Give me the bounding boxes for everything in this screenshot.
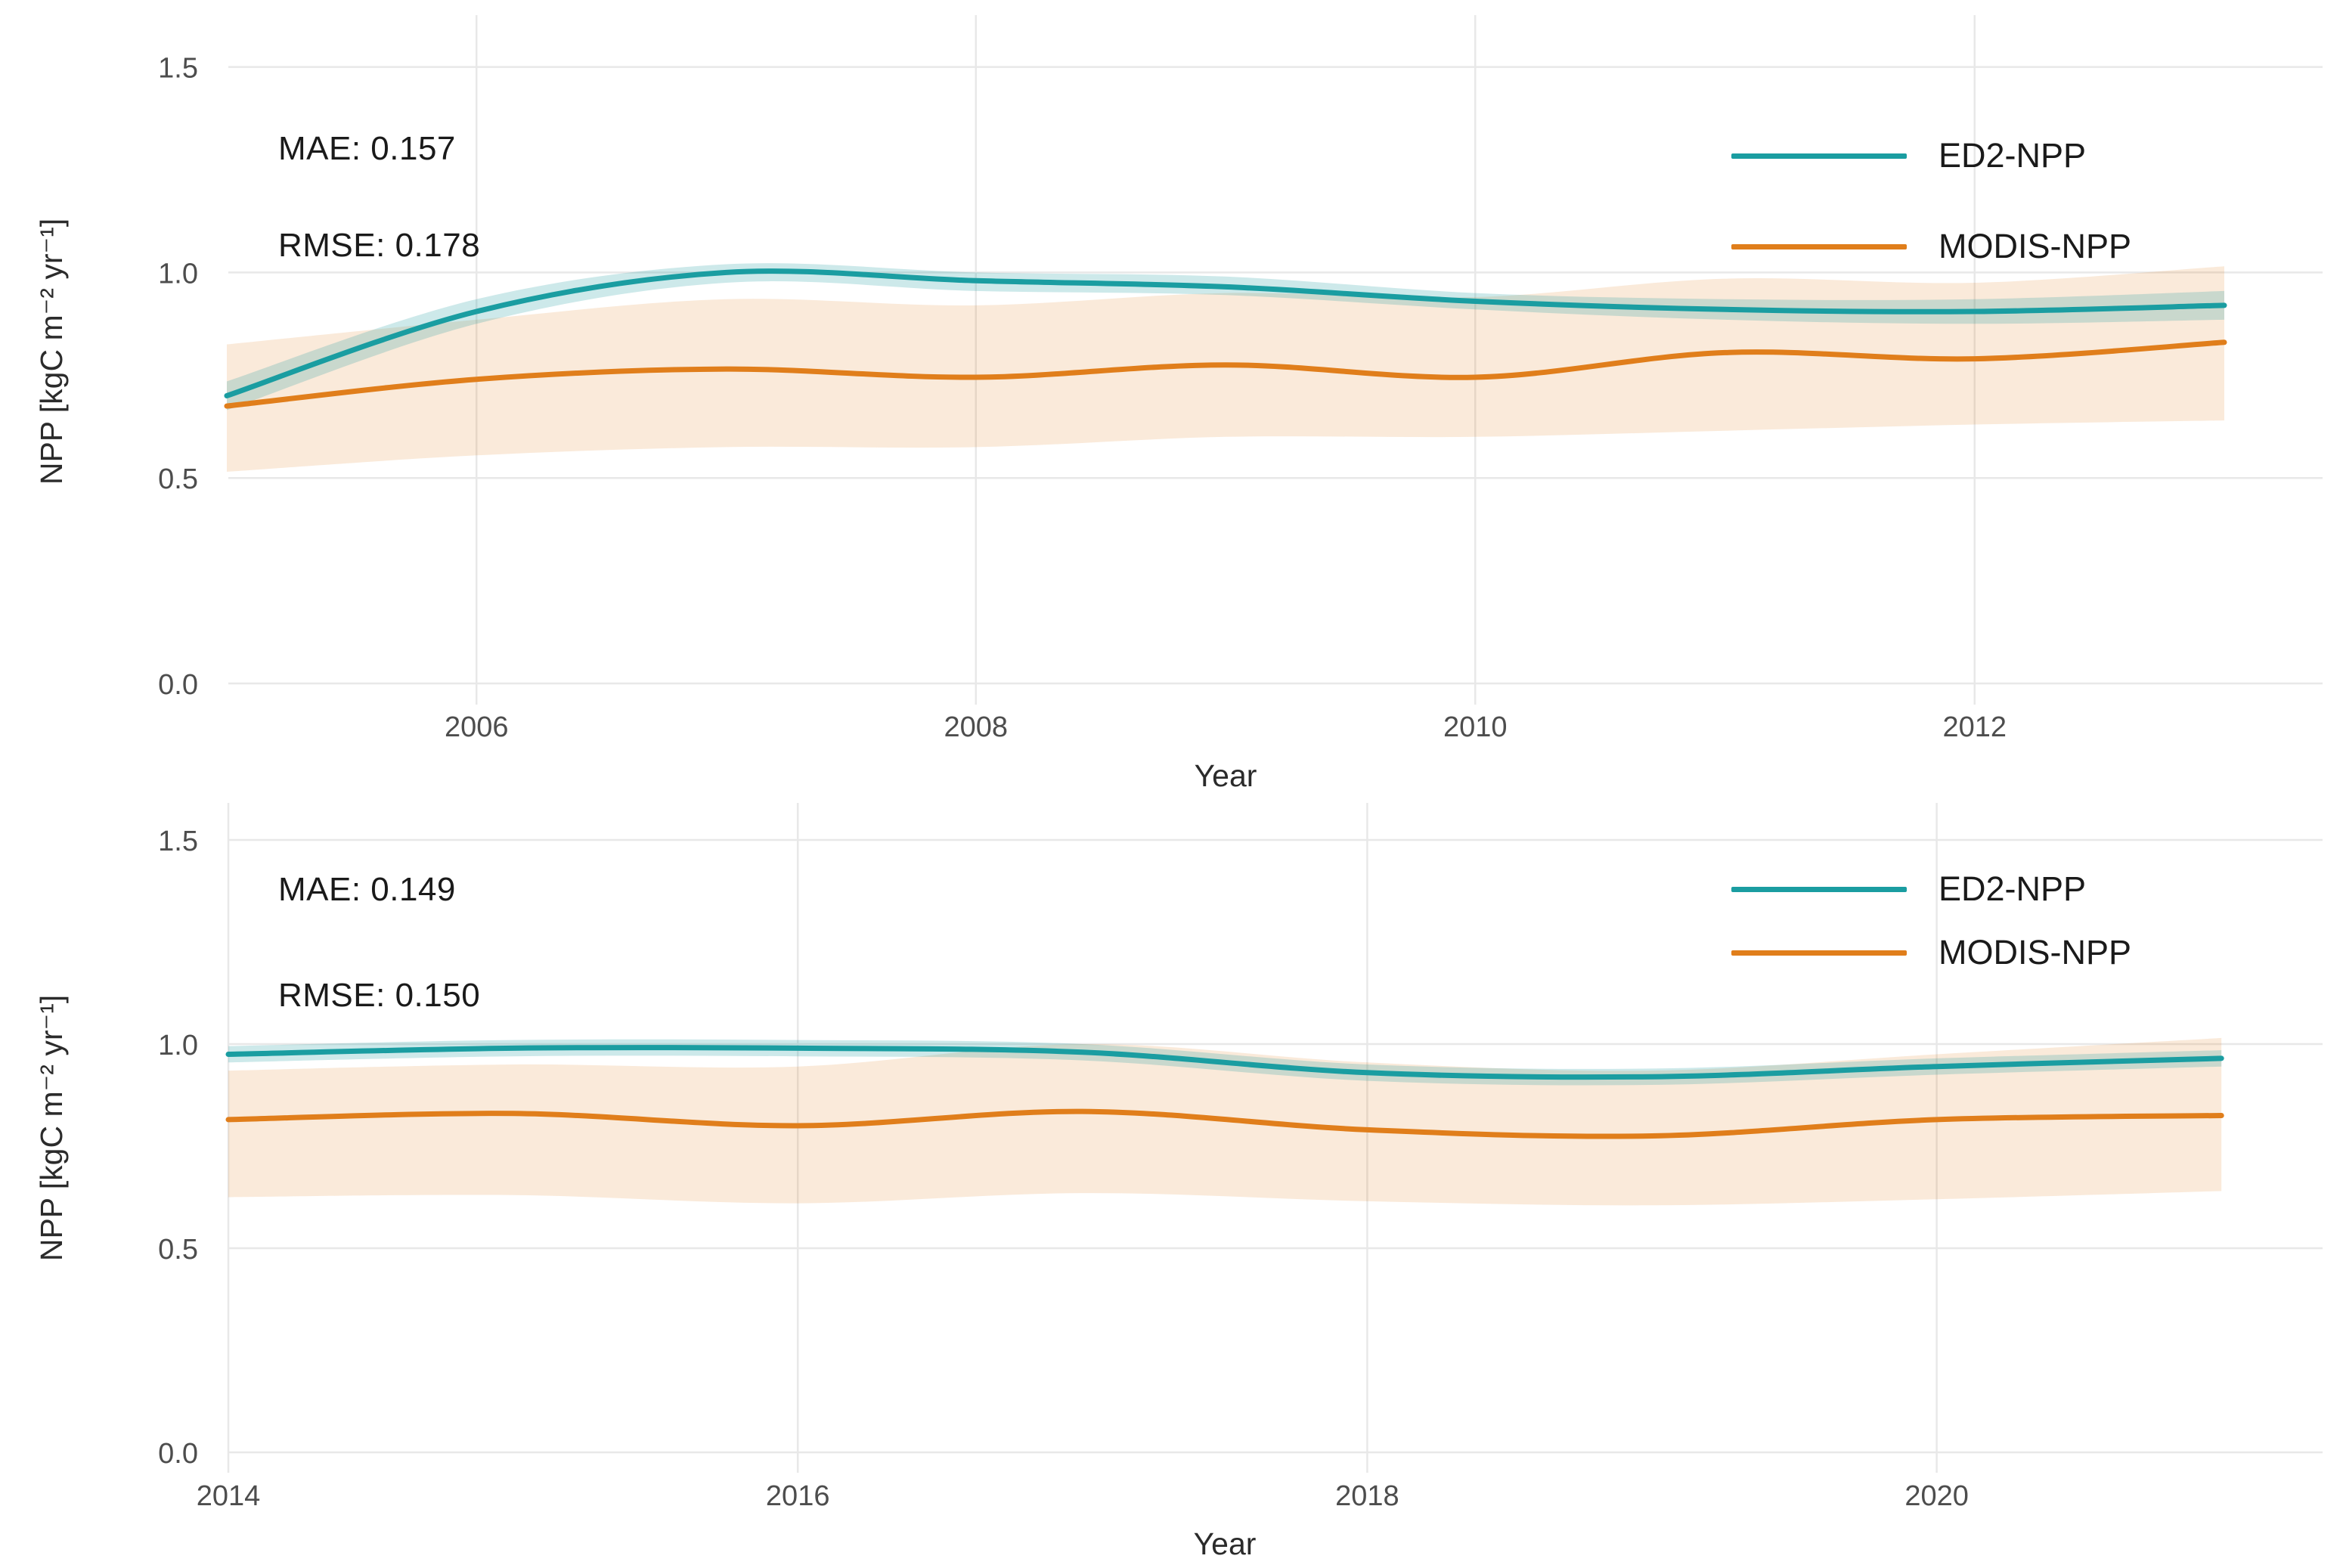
y-axis-title: NPP [kgC m⁻² yr⁻¹] xyxy=(34,995,69,1261)
modis-npp-line xyxy=(225,1108,2224,1139)
y-tick-label: 1.5 xyxy=(158,826,198,857)
y-tick-label: 1.0 xyxy=(158,1030,198,1061)
x-tick-label: 2006 xyxy=(445,711,509,743)
x-tick-label: 2018 xyxy=(1335,1480,1399,1512)
panel-bottom: 0.0 0.5 1.0 1.5 2014 2016 2018 2020 Year NPP [kgC… xyxy=(34,803,2323,1561)
panel-top: 0.0 0.5 1.0 1.5 2006 2008 2010 2012 Year NPP [kgC… xyxy=(34,15,2323,793)
ed2-line-swatch xyxy=(1731,886,1907,892)
modis-line-swatch xyxy=(1731,950,1907,956)
ed2-npp-line xyxy=(224,268,2227,398)
y-tick-label: 0.5 xyxy=(158,1234,198,1266)
modis-npp-ribbon xyxy=(227,266,2224,472)
y-tick-label: 0.0 xyxy=(158,1438,198,1470)
rmse-annotation-top: RMSE: 0.178 xyxy=(278,227,481,264)
mae-annotation-bottom: MAE: 0.149 xyxy=(278,871,456,908)
x-tick-label: 2010 xyxy=(1443,711,1508,743)
y-tick-label: 1.0 xyxy=(158,258,198,290)
x-tick-label: 2014 xyxy=(197,1480,261,1512)
x-tick-label: 2008 xyxy=(944,711,1008,743)
v-gridlines xyxy=(476,15,1976,705)
legend-label-ed2: ED2-NPP xyxy=(1939,136,2087,175)
legend-label-modis: MODIS-NPP xyxy=(1939,227,2132,265)
ed2-line-swatch xyxy=(1731,153,1907,159)
y-tick-label: 0.0 xyxy=(158,669,198,701)
legend-item-ed2: ED2-NPP xyxy=(1731,135,2131,177)
ed2-npp-ribbon xyxy=(227,263,2224,411)
x-axis-title: Year xyxy=(1194,1526,1257,1561)
legend-top: ED2-NPP MODIS-NPP xyxy=(1731,135,2131,316)
modis-line-swatch xyxy=(1731,243,1907,249)
x-axis-title: Year xyxy=(1195,758,1257,793)
x-tick-label: 2020 xyxy=(1904,1480,1969,1512)
y-tick-label: 1.5 xyxy=(158,53,198,85)
legend-item-ed2: ED2-NPP xyxy=(1731,868,2131,910)
h-gridlines xyxy=(228,838,2323,1454)
x-tick-label: 2012 xyxy=(1942,711,2007,743)
legend-item-modis: MODIS-NPP xyxy=(1731,931,2131,974)
rmse-annotation-bottom: RMSE: 0.150 xyxy=(278,977,481,1014)
legend-item-modis: MODIS-NPP xyxy=(1731,225,2131,268)
legend-bottom: ED2-NPP MODIS-NPP xyxy=(1731,868,2131,995)
modis-npp-line xyxy=(224,339,2227,409)
x-tick-label: 2016 xyxy=(766,1480,830,1512)
legend-label-ed2: ED2-NPP xyxy=(1939,869,2087,908)
legend-label-modis: MODIS-NPP xyxy=(1939,933,2132,971)
ed2-npp-line xyxy=(225,1045,2224,1080)
y-axis-title: NPP [kgC m⁻² yr⁻¹] xyxy=(34,218,69,485)
h-gridlines xyxy=(228,66,2323,685)
y-tick-label: 0.5 xyxy=(158,463,198,495)
mae-annotation-top: MAE: 0.157 xyxy=(278,130,456,167)
v-gridlines xyxy=(227,803,1938,1473)
